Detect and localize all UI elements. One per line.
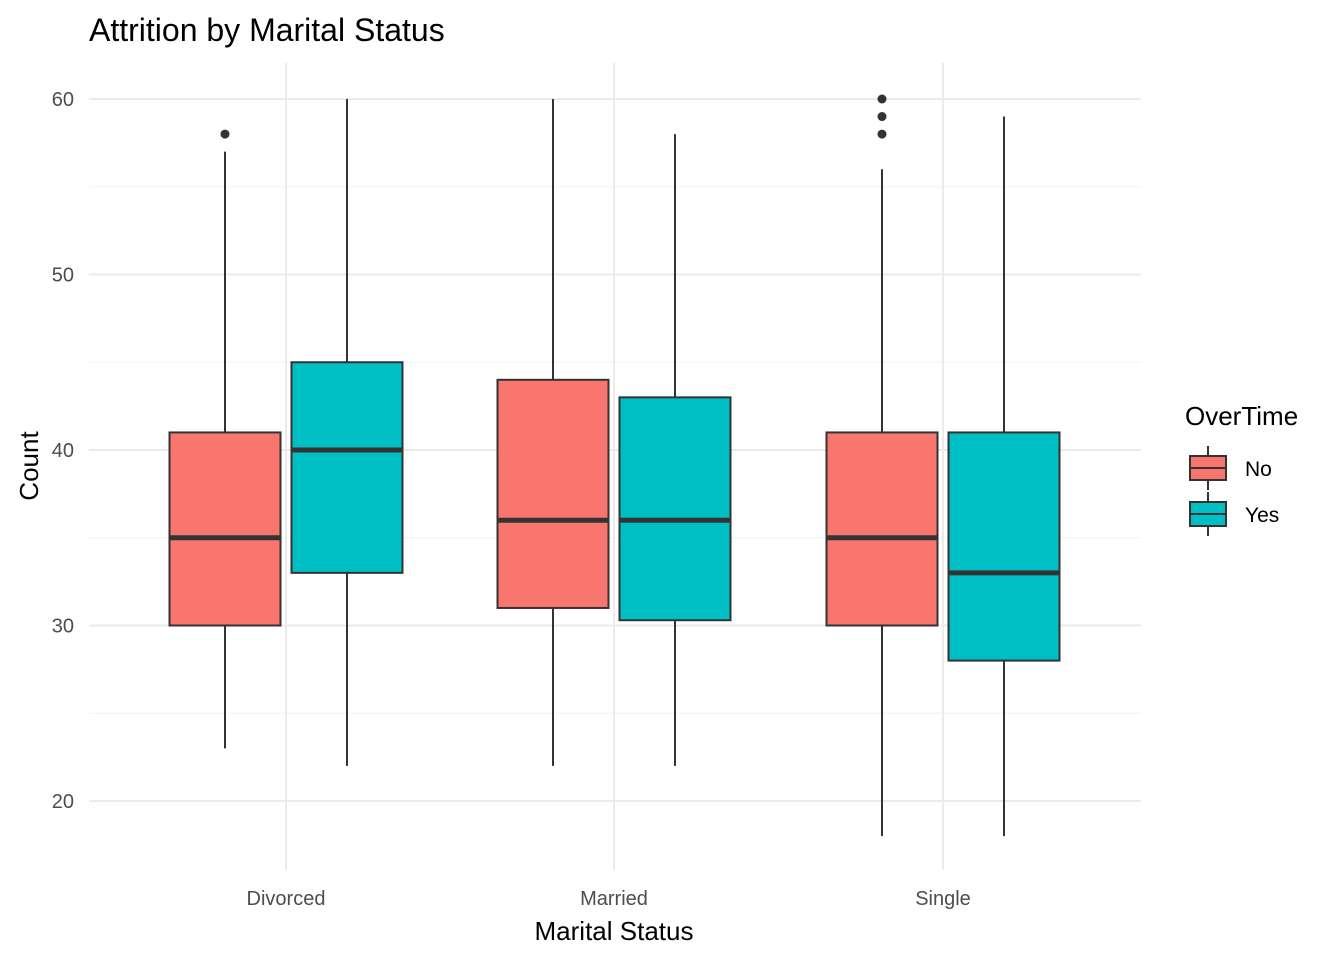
legend-label: No — [1245, 458, 1272, 481]
y-axis-ticks: 20 30 40 50 60 — [52, 89, 74, 813]
y-tick-label: 20 — [52, 791, 74, 813]
y-tick-label: 30 — [52, 616, 74, 638]
box-no-divorced — [168, 129, 282, 749]
outlier-point — [877, 94, 887, 104]
x-tick-label: Divorced — [247, 888, 326, 910]
box-iqr — [947, 431, 1061, 662]
box-yes-single — [947, 116, 1061, 837]
y-axis-title: Count — [14, 431, 44, 501]
y-tick-label: 50 — [52, 265, 74, 287]
y-tick-label: 40 — [52, 440, 74, 462]
legend: OverTime No Yes — [1185, 401, 1298, 536]
legend-title: OverTime — [1185, 401, 1298, 431]
x-axis-title: Marital Status — [535, 916, 694, 946]
box-no-single — [825, 94, 939, 837]
outlier-point — [220, 129, 230, 139]
box-yes-married — [618, 134, 732, 766]
legend-item-yes: Yes — [1189, 492, 1279, 536]
box-iqr — [290, 361, 404, 574]
outlier-point — [877, 112, 887, 122]
chart-title: Attrition by Marital Status — [89, 12, 445, 48]
box-no-married — [496, 99, 610, 766]
box-iqr — [168, 431, 282, 627]
x-tick-label: Married — [580, 888, 648, 910]
box-iqr — [496, 378, 610, 609]
outlier-point — [877, 129, 887, 139]
legend-item-no: No — [1189, 446, 1272, 490]
legend-label: Yes — [1245, 504, 1279, 527]
x-tick-label: Single — [915, 888, 971, 910]
box-iqr — [618, 396, 732, 622]
box-iqr — [825, 431, 939, 627]
box-yes-divorced — [290, 99, 404, 766]
box-groups — [168, 94, 1061, 837]
y-tick-label: 60 — [52, 89, 74, 111]
x-axis-ticks: Divorced Married Single — [247, 888, 971, 910]
